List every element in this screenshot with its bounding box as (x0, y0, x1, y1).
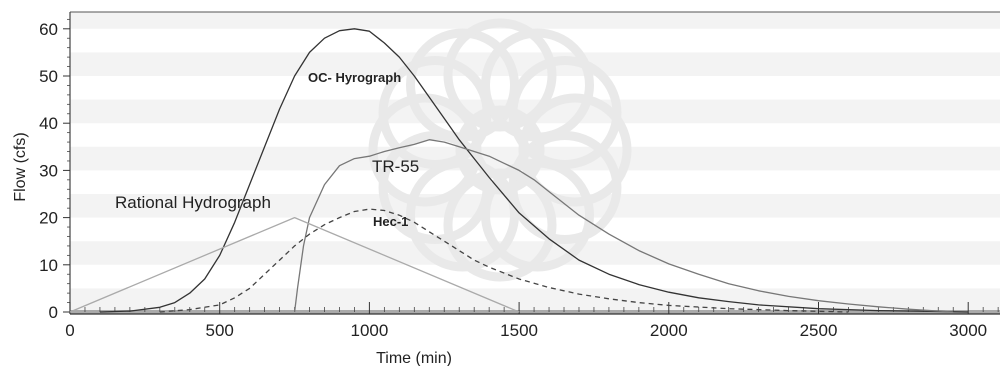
y-tick-label: 40 (39, 114, 58, 133)
grid-band (70, 52, 1000, 76)
series-labels: OC- Hyrograph TR-55 Hec-1 Rational Hydro… (115, 70, 419, 229)
y-axis-title: Flow (cfs) (12, 132, 29, 201)
x-tick-label: 1000 (350, 321, 388, 340)
series-line-tr-55 (293, 139, 954, 313)
x-tick-label: 2500 (800, 321, 838, 340)
series-layer (69, 28, 969, 313)
x-tick-label: 1500 (500, 321, 538, 340)
grid-bands (70, 12, 1000, 312)
axes: 0 10 20 30 40 50 60 0 500 1000 1500 2000 2500 3000 (39, 11, 1000, 340)
series-line-rational-hydrograph (69, 216, 520, 313)
grid-band (70, 194, 1000, 218)
y-tick-label: 20 (39, 209, 58, 228)
watermark (368, 18, 632, 282)
y-tick-label: 0 (49, 303, 58, 322)
y-tick-label: 30 (39, 161, 58, 180)
grid-band (70, 288, 1000, 312)
y-tick-label: 10 (39, 256, 58, 275)
y-tick-label: 50 (39, 67, 58, 86)
grid-band (70, 12, 1000, 29)
grid-band (70, 241, 1000, 265)
series-line-oc-hyrograph (99, 28, 969, 313)
series-line-hec-1 (159, 208, 849, 313)
x-axis-title: Time (min) (376, 350, 452, 366)
x-tick-label: 2000 (650, 321, 688, 340)
x-tick-label: 3000 (949, 321, 987, 340)
x-tick-label: 500 (206, 321, 234, 340)
x-tick-label: 0 (65, 321, 74, 340)
series-label-tr-55: TR-55 (372, 157, 419, 176)
series-label-oc-hyrograph: OC- Hyrograph (308, 70, 401, 85)
y-tick-label: 60 (39, 20, 58, 39)
series-label-rational-hydrograph: Rational Hydrograph (115, 193, 271, 212)
series-label-hec-1: Hec-1 (373, 214, 408, 229)
